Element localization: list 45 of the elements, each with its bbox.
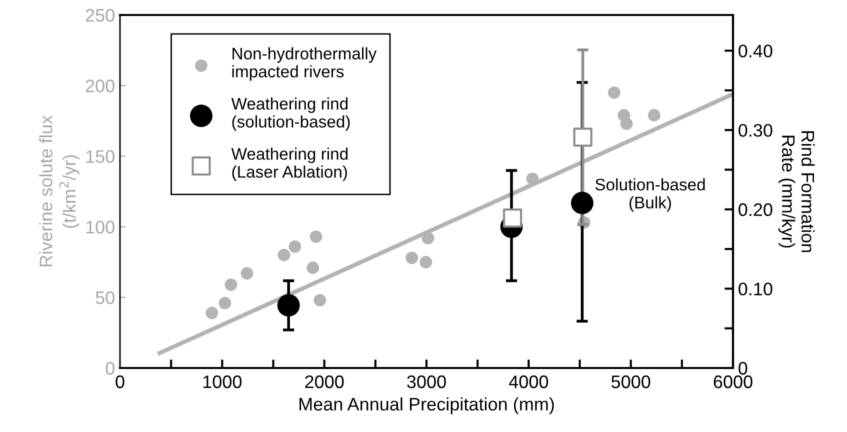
x-tick-label: 6000 [714,375,752,388]
x-tick-label: 3000 [407,375,446,388]
point [206,306,218,320]
point [502,208,522,228]
point [224,278,238,291]
point [573,128,592,147]
point [406,252,418,264]
point [314,294,326,306]
annotation: Solution-based (Bulk) [595,178,705,212]
y-tick-label: 250 [86,8,114,22]
legend-label: Weathering rind (Laser Ablation) [231,148,348,182]
point [278,248,290,262]
y-tick-label: 50 [96,291,114,304]
point [422,232,434,244]
x-tick-label: 5000 [611,375,650,388]
point [420,256,432,268]
y2-tick-label: 0.20 [738,203,772,216]
point [608,86,620,99]
y2-tick-label: 0.30 [738,124,772,137]
y-tick-label: 150 [86,150,114,163]
y2-tick-label: 0.40 [738,44,772,58]
legend-label: Weathering rind (solution-based) [231,97,350,131]
y-axis-title: Riverine solute flux (t/km$^{2}$/yr) [39,115,80,266]
point [288,240,302,253]
point [277,294,300,317]
x-tick-label: 4000 [509,375,548,388]
legend-label: Non-hydrothermally impacted rivers [232,47,377,81]
y-tick-label: 200 [86,80,114,92]
point [240,267,254,280]
point [648,109,660,122]
y2-tick-label: 0.10 [738,282,772,296]
point [571,192,594,214]
point [620,118,633,130]
point [306,262,320,274]
point [310,230,322,243]
x-axis-title: Mean Annual Precipitation (mm) [300,397,554,414]
y2-axis-title: Rind Formation Rate (mm/kyr) [778,131,815,252]
x-tick-label: 0 [116,375,124,388]
point [218,296,232,310]
point [526,172,539,186]
x-tick-label: 1000 [203,375,242,388]
x-tick-label: 2000 [305,375,344,388]
y-tick-label: 0 [106,362,114,375]
y2-tick-label: 0 [738,362,748,375]
y-tick-label: 100 [86,220,114,234]
